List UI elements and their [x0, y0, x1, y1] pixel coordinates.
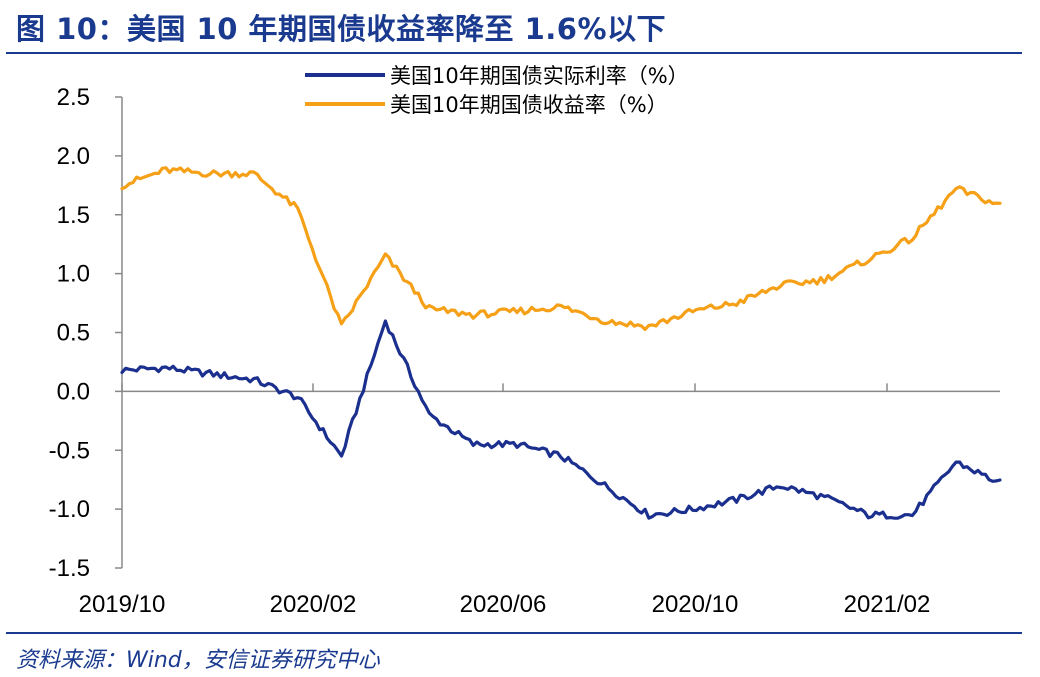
source-note: 资料来源：Wind，安信证券研究中心	[16, 648, 380, 673]
y-tick-label: -0.5	[49, 437, 90, 464]
series-line-real-rate	[120, 319, 1002, 520]
x-tick-label: 2020/06	[460, 591, 547, 618]
y-tick-label: 1.0	[57, 261, 90, 288]
source-rule	[6, 632, 1022, 634]
y-tick-label: 0.0	[57, 378, 90, 405]
legend-label: 美国10年期国债实际利率（%）	[390, 64, 689, 88]
series-line-yield	[120, 166, 1002, 331]
x-tick-label: 2021/02	[844, 591, 931, 618]
x-tick-label: 2019/10	[79, 591, 166, 618]
y-tick-label: -1.5	[49, 555, 90, 582]
x-tick-label: 2020/10	[652, 591, 739, 618]
legend-label: 美国10年期国债收益率（%）	[390, 93, 668, 117]
line-chart: 2.5 2.0 1.5 1.0 0.5 0.0 -0.5 -1.0 -1.5 2019/10 202…	[49, 64, 1002, 618]
title-rule	[6, 52, 1022, 54]
y-tick-label: 2.0	[57, 143, 90, 170]
y-tick-label: 0.5	[57, 320, 90, 347]
x-tick-label: 2020/02	[270, 591, 357, 618]
y-tick-label: -1.0	[49, 496, 90, 523]
y-tick-label: 1.5	[57, 202, 90, 229]
y-tick-label: 2.5	[57, 84, 90, 111]
figure-title: 图 10：美国 10 年期国债收益率降至 1.6%以下	[16, 12, 667, 46]
